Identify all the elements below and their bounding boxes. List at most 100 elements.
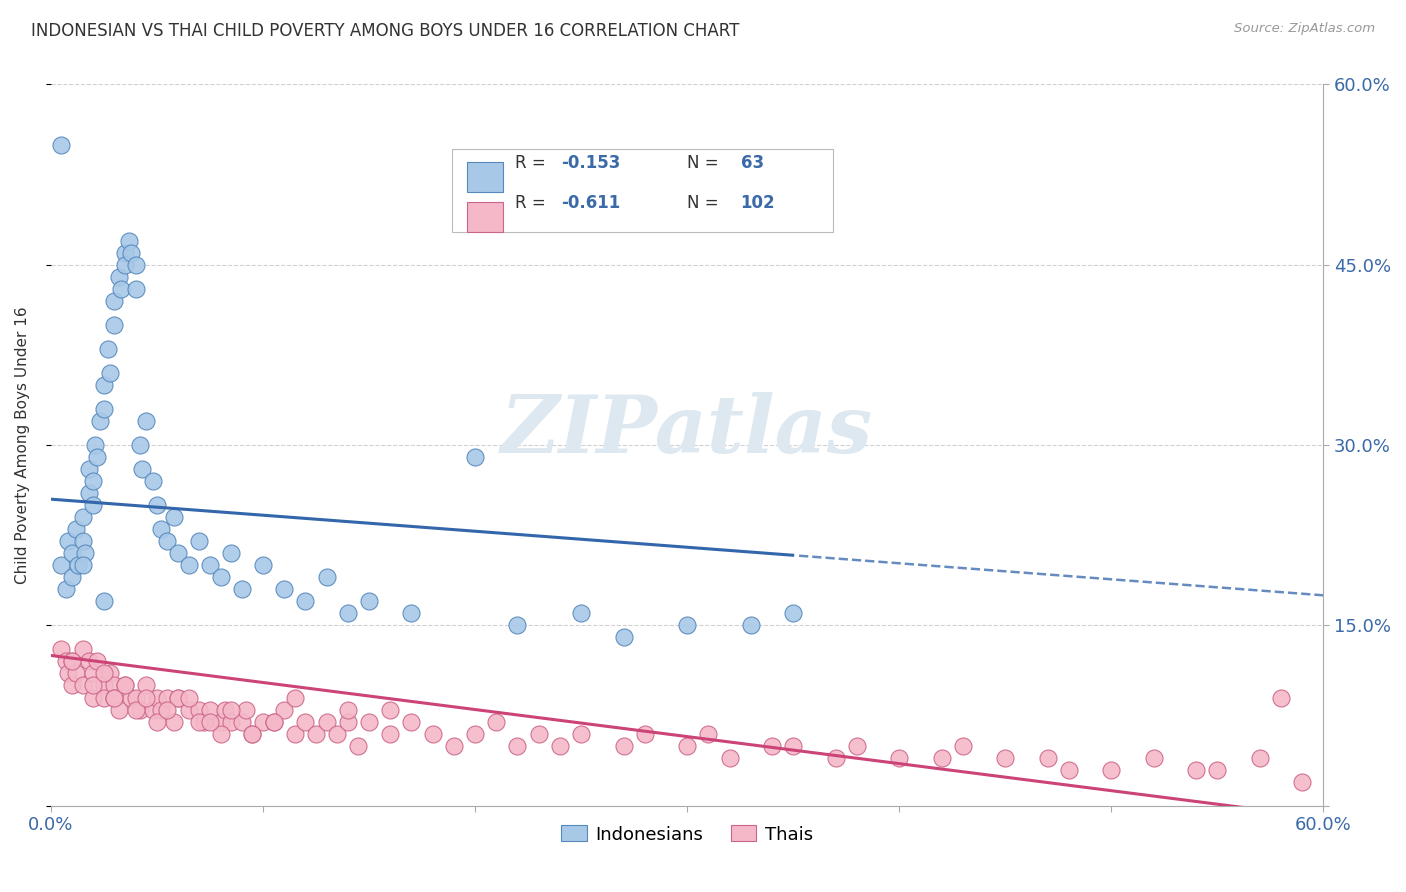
Point bbox=[163, 510, 186, 524]
Point bbox=[824, 750, 846, 764]
Point bbox=[114, 678, 136, 692]
Point bbox=[315, 570, 337, 584]
FancyBboxPatch shape bbox=[467, 161, 502, 192]
Point bbox=[93, 678, 115, 692]
Point bbox=[235, 702, 257, 716]
Point bbox=[82, 498, 104, 512]
Text: -0.611: -0.611 bbox=[561, 194, 620, 212]
Point bbox=[697, 726, 720, 740]
Point bbox=[1270, 690, 1292, 705]
Point bbox=[336, 714, 359, 729]
Text: -0.153: -0.153 bbox=[561, 154, 620, 172]
Point bbox=[77, 655, 100, 669]
Point bbox=[129, 438, 152, 452]
Point bbox=[336, 607, 359, 621]
Point bbox=[150, 702, 173, 716]
Text: R =: R = bbox=[516, 154, 551, 172]
Point bbox=[51, 558, 73, 573]
Point bbox=[506, 618, 529, 632]
Y-axis label: Child Poverty Among Boys Under 16: Child Poverty Among Boys Under 16 bbox=[15, 306, 30, 584]
Point bbox=[188, 534, 211, 549]
Point bbox=[51, 137, 73, 152]
Point bbox=[1249, 750, 1271, 764]
Point bbox=[240, 726, 263, 740]
Point bbox=[214, 702, 236, 716]
Point bbox=[142, 474, 165, 488]
Legend: Indonesians, Thais: Indonesians, Thais bbox=[561, 825, 813, 844]
Point bbox=[98, 366, 121, 380]
Point bbox=[209, 714, 232, 729]
Point bbox=[124, 690, 146, 705]
Point bbox=[506, 739, 529, 753]
FancyBboxPatch shape bbox=[467, 202, 502, 232]
Text: R =: R = bbox=[516, 194, 551, 212]
Point bbox=[107, 702, 129, 716]
Point bbox=[198, 714, 221, 729]
Point bbox=[401, 607, 423, 621]
FancyBboxPatch shape bbox=[451, 149, 834, 232]
Point bbox=[569, 726, 592, 740]
Point bbox=[142, 702, 165, 716]
Point bbox=[294, 714, 316, 729]
Point bbox=[73, 546, 96, 560]
Point bbox=[120, 690, 142, 705]
Point bbox=[485, 714, 508, 729]
Point bbox=[114, 678, 136, 692]
Point bbox=[177, 702, 200, 716]
Text: ZIPatlas: ZIPatlas bbox=[501, 392, 873, 469]
Point bbox=[118, 234, 141, 248]
Point bbox=[98, 666, 121, 681]
Point bbox=[401, 714, 423, 729]
Point bbox=[65, 522, 87, 536]
Point bbox=[198, 702, 221, 716]
Point bbox=[188, 714, 211, 729]
Point bbox=[72, 642, 94, 657]
Point bbox=[1099, 763, 1122, 777]
Point bbox=[548, 739, 571, 753]
Point bbox=[252, 714, 274, 729]
Point bbox=[82, 474, 104, 488]
Point bbox=[305, 726, 328, 740]
Text: INDONESIAN VS THAI CHILD POVERTY AMONG BOYS UNDER 16 CORRELATION CHART: INDONESIAN VS THAI CHILD POVERTY AMONG B… bbox=[31, 22, 740, 40]
Point bbox=[124, 258, 146, 272]
Point bbox=[782, 739, 804, 753]
Point bbox=[124, 282, 146, 296]
Point bbox=[219, 714, 242, 729]
Point bbox=[114, 258, 136, 272]
Point bbox=[163, 714, 186, 729]
Point bbox=[167, 690, 190, 705]
Point bbox=[219, 546, 242, 560]
Point bbox=[177, 690, 200, 705]
Point bbox=[931, 750, 953, 764]
Point bbox=[177, 558, 200, 573]
Point bbox=[193, 714, 215, 729]
Point bbox=[103, 690, 125, 705]
Point bbox=[252, 558, 274, 573]
Point bbox=[103, 690, 125, 705]
Text: Source: ZipAtlas.com: Source: ZipAtlas.com bbox=[1234, 22, 1375, 36]
Point bbox=[103, 678, 125, 692]
Point bbox=[156, 702, 179, 716]
Point bbox=[357, 714, 380, 729]
Point bbox=[464, 726, 486, 740]
Point bbox=[67, 558, 90, 573]
Point bbox=[845, 739, 868, 753]
Point bbox=[952, 739, 974, 753]
Point bbox=[72, 534, 94, 549]
Point bbox=[1036, 750, 1059, 764]
Point bbox=[231, 714, 253, 729]
Point bbox=[284, 690, 307, 705]
Point bbox=[103, 293, 125, 308]
Point bbox=[55, 582, 77, 597]
Point bbox=[56, 534, 79, 549]
Point bbox=[77, 462, 100, 476]
Point bbox=[60, 678, 83, 692]
Point bbox=[65, 666, 87, 681]
Point bbox=[464, 450, 486, 464]
Point bbox=[129, 702, 152, 716]
Point bbox=[167, 546, 190, 560]
Point bbox=[60, 655, 83, 669]
Point bbox=[240, 726, 263, 740]
Point bbox=[135, 690, 157, 705]
Point bbox=[782, 607, 804, 621]
